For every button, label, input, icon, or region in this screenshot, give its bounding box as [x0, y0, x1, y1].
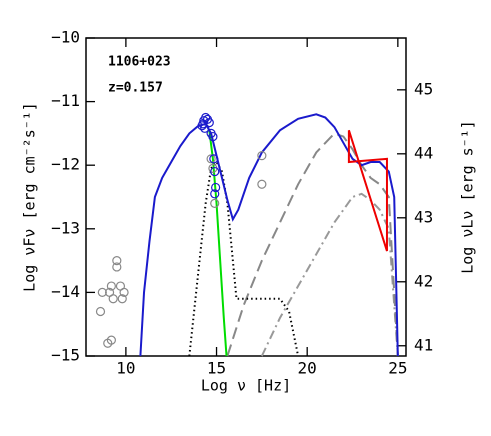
data-point — [209, 154, 219, 164]
data-point — [210, 198, 220, 208]
series-line — [347, 129, 388, 252]
y-tick-label: −14 — [51, 282, 80, 301]
data-point — [211, 182, 221, 193]
source-name: 1106+023 — [108, 55, 171, 70]
x-tick-label: 25 — [388, 359, 407, 378]
y-tick-label: −10 — [51, 28, 80, 47]
y2-tick-label: 42 — [414, 271, 433, 290]
x-tick-label: 10 — [116, 359, 135, 378]
data-point — [198, 119, 208, 129]
x-tick-label: 15 — [207, 359, 226, 378]
data-point — [95, 306, 106, 317]
plot-frame — [85, 37, 407, 357]
data-point — [119, 287, 129, 297]
data-point — [210, 166, 220, 177]
data-point — [206, 154, 216, 164]
y2-tick-label: 45 — [414, 79, 433, 98]
data-point — [200, 123, 210, 133]
y2-axis-label: Log νLν [erg s⁻¹] — [459, 120, 477, 274]
data-point — [257, 179, 267, 189]
data-point — [208, 131, 218, 142]
redshift: z=0.157 — [108, 81, 163, 96]
data-point — [117, 294, 127, 304]
y-tick-label: −12 — [51, 155, 80, 174]
y-axis-label: Log νFν [erg cm⁻²s⁻¹] — [21, 102, 39, 292]
y-tick-label: −11 — [51, 91, 80, 110]
data-point — [257, 151, 267, 161]
x-tick-label: 20 — [298, 359, 317, 378]
data-point — [112, 262, 122, 272]
data-point — [106, 335, 116, 345]
series-line — [226, 132, 399, 357]
data-point — [112, 256, 122, 266]
y2-tick-label: 44 — [414, 143, 433, 162]
x-axis-label: Log ν [Hz] — [201, 377, 291, 395]
data-point — [97, 287, 107, 297]
y2-tick-label: 43 — [414, 207, 433, 226]
series-line — [139, 113, 399, 357]
data-point — [108, 294, 118, 304]
y-tick-label: −15 — [51, 346, 80, 365]
data-point — [204, 117, 214, 128]
series-line — [208, 130, 228, 357]
data-point — [106, 281, 116, 291]
y2-tick-label: 41 — [414, 335, 433, 354]
y-tick-label: −13 — [51, 218, 80, 237]
data-point — [210, 189, 220, 199]
